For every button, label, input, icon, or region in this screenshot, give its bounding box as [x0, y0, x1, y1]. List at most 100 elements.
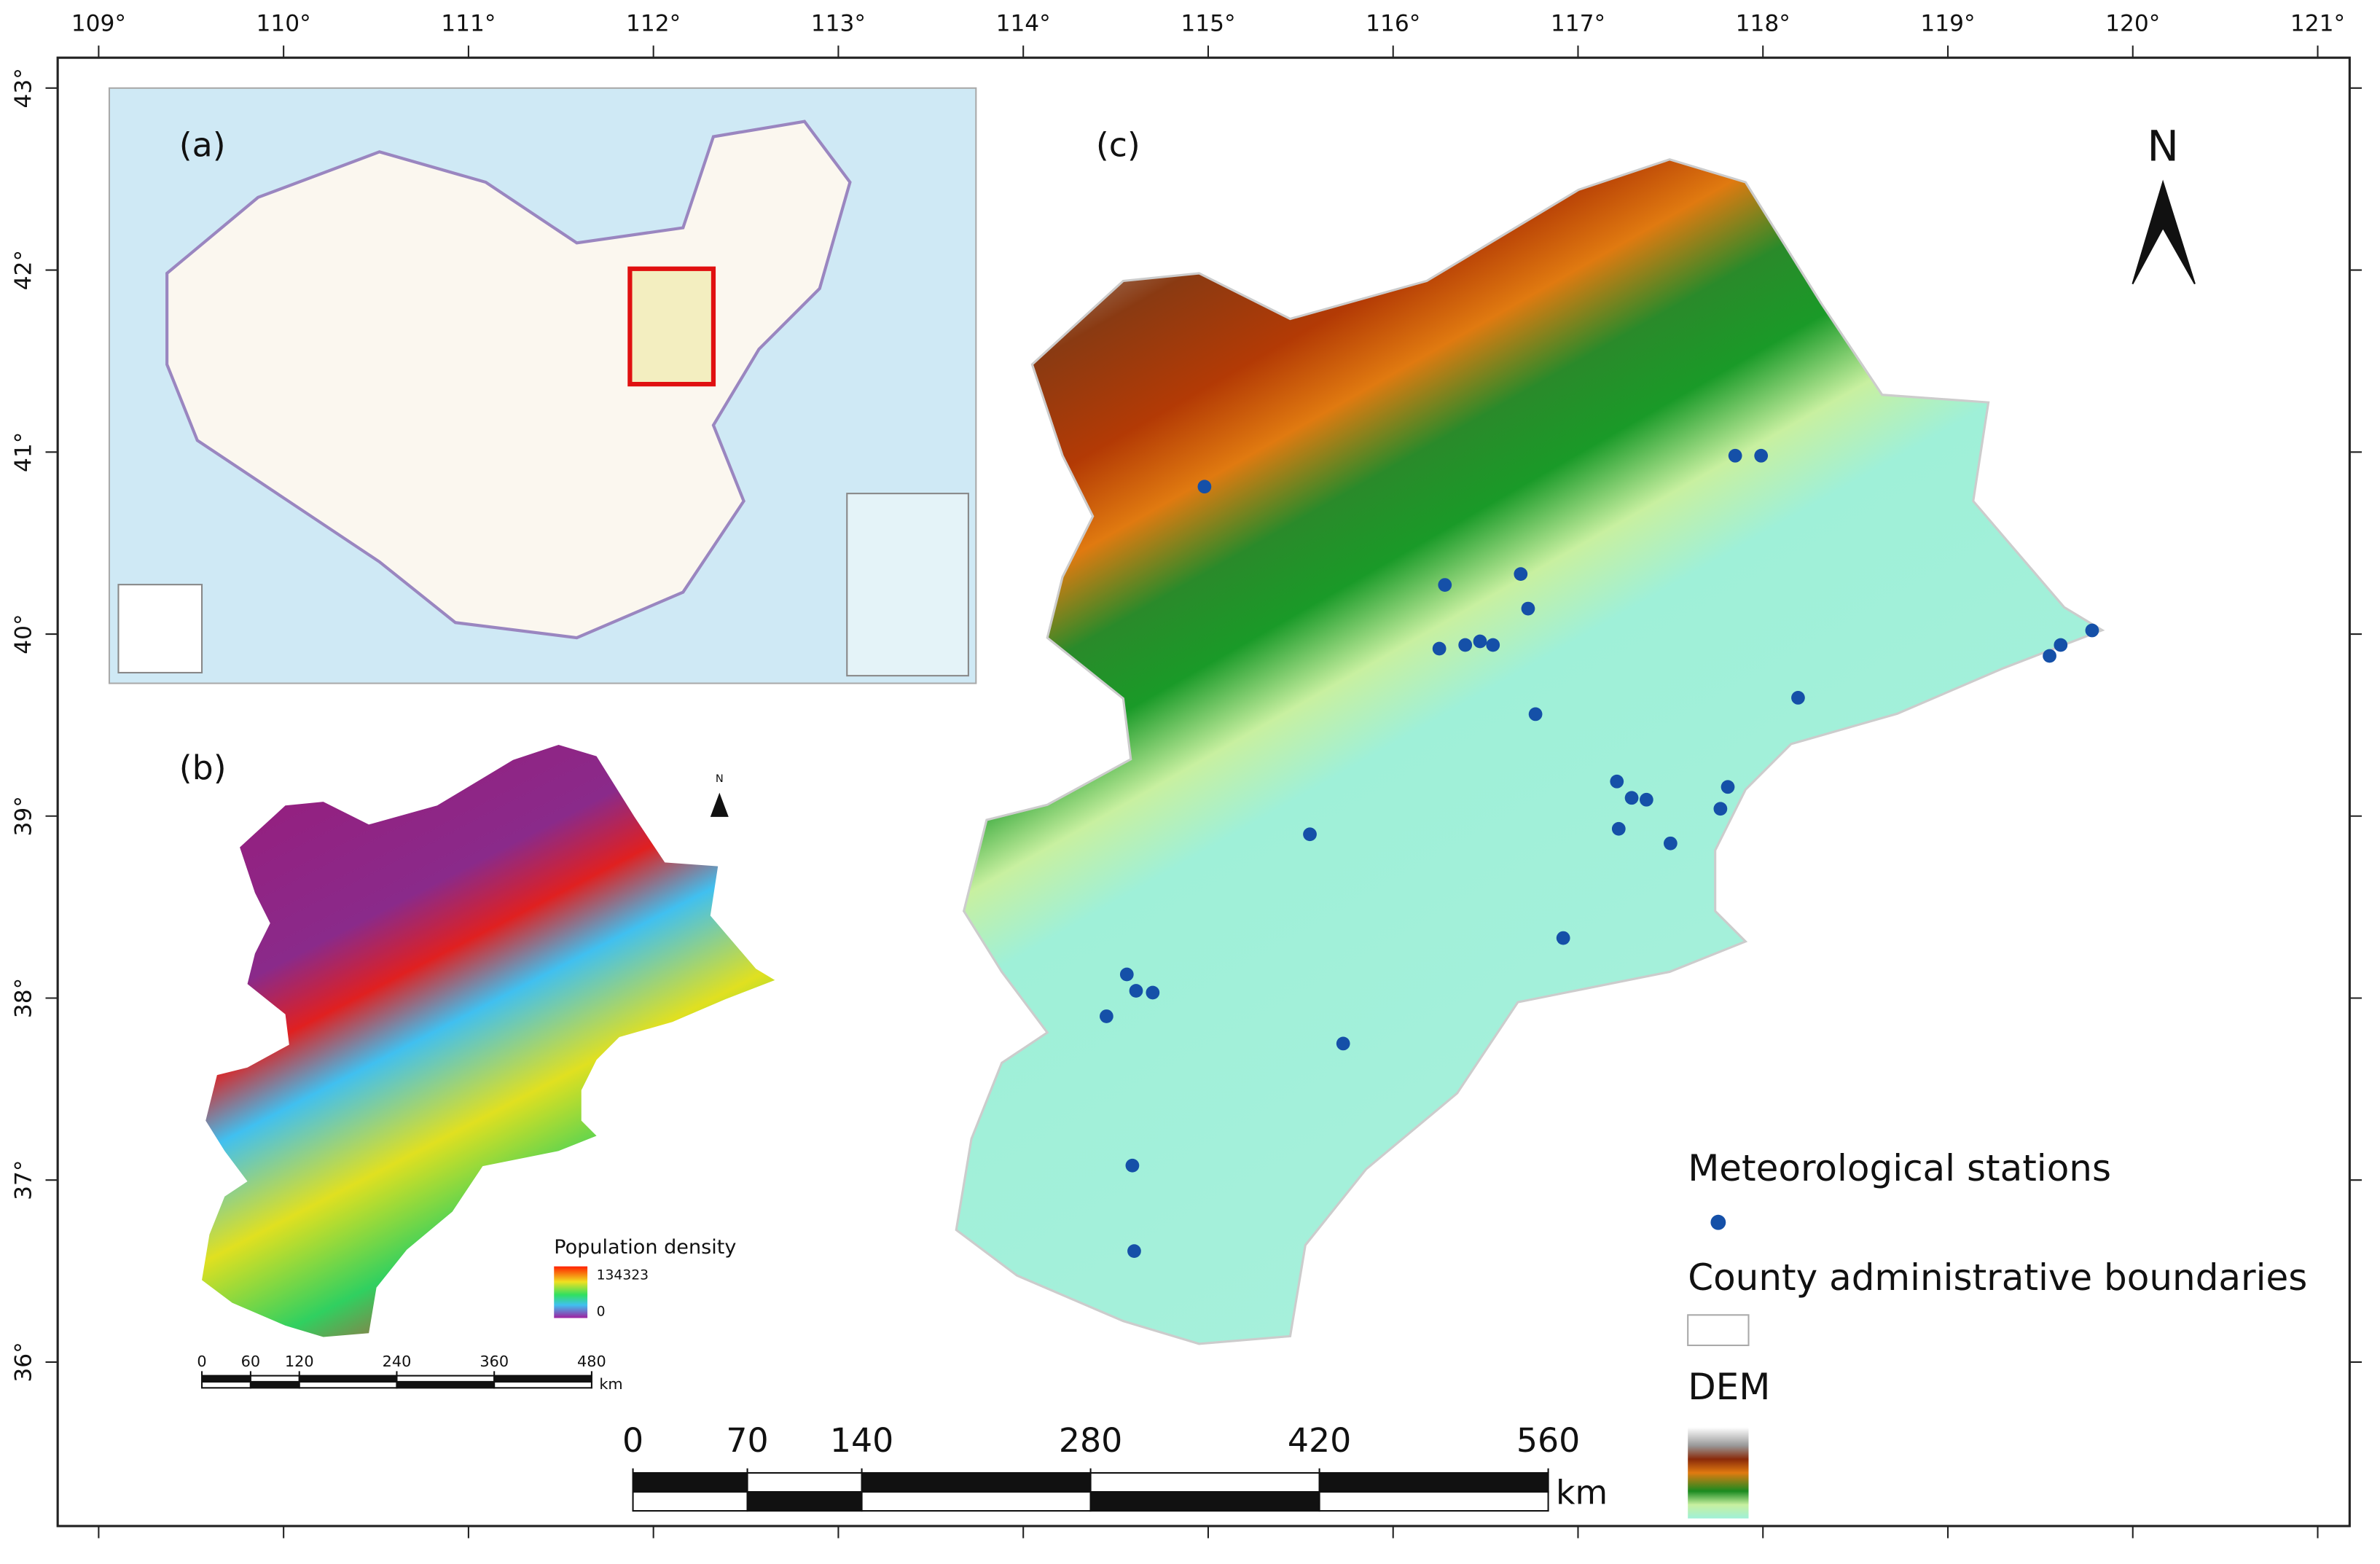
scale-segment: [200, 1380, 251, 1389]
lat-tick-label: 39°: [10, 796, 36, 836]
scale-label: 140: [830, 1420, 893, 1460]
scale-segment: [746, 1490, 863, 1512]
lon-tick-label: 113°: [811, 10, 866, 36]
station: [2043, 649, 2056, 663]
station: [1528, 707, 1543, 722]
north-arrow-small: [710, 792, 729, 817]
scale-label: 70: [726, 1420, 768, 1460]
lat-tick-label: 43°: [10, 68, 36, 108]
station: [1100, 1009, 1113, 1023]
lat-tick-label: 37°: [10, 1160, 36, 1200]
scale-segment: [298, 1375, 398, 1383]
station: [1610, 774, 1624, 789]
lon-tick-label: 118°: [1736, 10, 1790, 36]
station: [1639, 792, 1653, 807]
station: [1624, 791, 1639, 805]
scale-label: 120: [285, 1353, 314, 1370]
station: [2054, 638, 2068, 652]
scale-segment: [1089, 1490, 1320, 1512]
scale-segment: [632, 1471, 748, 1493]
inset-south-sea: [846, 493, 969, 677]
station: [1514, 567, 1528, 581]
station: [1125, 1158, 1140, 1173]
legend-dem: DEM: [1688, 1366, 1770, 1408]
lat-tick-label: 41°: [10, 432, 36, 472]
lon-tick-label: 109°: [71, 10, 126, 36]
scale-label: 0: [197, 1353, 206, 1370]
north-arrow: [2132, 179, 2196, 285]
legend-station-symbol: [1710, 1214, 1726, 1230]
station: [1721, 780, 1735, 794]
legend-boundaries: County administrative boundaries: [1688, 1256, 2307, 1299]
panel-label: (a): [179, 125, 226, 165]
lon-tick-label: 112°: [626, 10, 681, 36]
scale-segment: [1318, 1490, 1549, 1512]
population-max-label: 134323: [597, 1268, 649, 1283]
scale-segment: [493, 1375, 592, 1383]
station: [1438, 578, 1452, 592]
station: [2085, 623, 2099, 638]
population-legend-title: Population density: [554, 1236, 736, 1259]
legend-boundary-symbol: [1687, 1314, 1750, 1347]
lon-tick-label: 114°: [996, 10, 1051, 36]
lat-tick-label: 40°: [10, 614, 36, 654]
scale-label: 420: [1288, 1420, 1351, 1460]
lon-tick-label: 121°: [2290, 10, 2345, 36]
scale-segment: [861, 1471, 1092, 1493]
scale-label: 480: [577, 1353, 606, 1370]
station: [1486, 638, 1500, 652]
station: [1728, 448, 1742, 463]
scale-label: 560: [1516, 1420, 1580, 1460]
station: [1303, 827, 1317, 842]
station: [1197, 480, 1212, 494]
lon-tick-label: 115°: [1181, 10, 1235, 36]
lon-tick-label: 116°: [1366, 10, 1420, 36]
scale-segment: [632, 1490, 748, 1512]
station: [1556, 931, 1570, 945]
population-color-bar: [554, 1266, 588, 1318]
panel-label: (c): [1096, 125, 1140, 165]
station: [1611, 821, 1626, 836]
lon-tick-label: 110°: [257, 10, 311, 36]
station: [1336, 1036, 1350, 1051]
scale-segment: [1089, 1471, 1320, 1493]
legend-dem-bar: [1688, 1427, 1749, 1519]
scale-segment: [200, 1375, 251, 1383]
scale-label: 280: [1059, 1420, 1122, 1460]
lat-tick-label: 42°: [10, 250, 36, 290]
station: [1754, 448, 1769, 463]
china-shape: [165, 120, 852, 640]
station: [1458, 638, 1473, 652]
scale-label: 360: [479, 1353, 509, 1370]
station: [1432, 641, 1447, 656]
scale-segment: [1318, 1471, 1549, 1493]
population-min-label: 0: [597, 1305, 606, 1320]
scale-segment: [249, 1380, 300, 1389]
scale-segment: [396, 1375, 496, 1383]
station: [1146, 985, 1160, 1000]
station: [1713, 802, 1728, 816]
scale-segment: [493, 1380, 592, 1389]
scale-segment: [249, 1375, 300, 1383]
scale-segment: [746, 1471, 863, 1493]
lon-tick-label: 120°: [2105, 10, 2160, 36]
station: [1127, 1244, 1141, 1258]
stations: [1100, 448, 2099, 1258]
lon-tick-label: 111°: [441, 10, 496, 36]
station: [1473, 634, 1487, 649]
study-area-box: [627, 266, 716, 387]
scale-unit: km: [1556, 1473, 1608, 1512]
lon-tick-label: 119°: [1920, 10, 1975, 36]
scale-label: 60: [241, 1353, 261, 1370]
scale-segment: [861, 1490, 1092, 1512]
scale-unit: km: [599, 1375, 622, 1393]
scale-segment: [396, 1380, 496, 1389]
lat-tick-label: 36°: [10, 1342, 36, 1382]
station: [1791, 691, 1805, 705]
station: [1521, 601, 1535, 616]
north-label-small: N: [716, 773, 724, 785]
north-label: N: [2147, 121, 2179, 171]
station: [1119, 967, 1134, 982]
